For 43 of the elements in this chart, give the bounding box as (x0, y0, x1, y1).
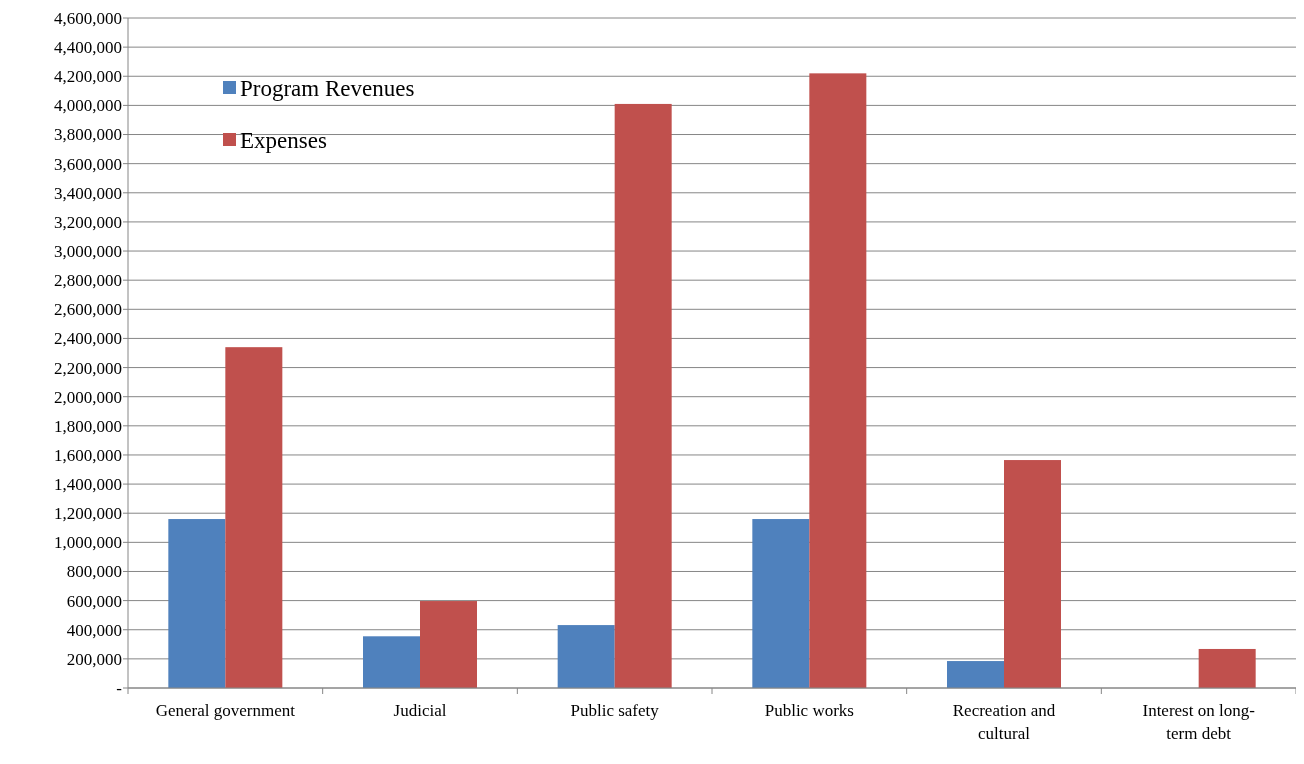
x-tick-label: Judicial (393, 701, 447, 720)
y-tick-label: 200,000 (66, 649, 122, 669)
y-tick-label: 3,400,000 (54, 183, 122, 203)
y-tick-label: - (116, 678, 123, 698)
bar (225, 347, 283, 688)
legend-label: Program Revenues (240, 76, 415, 102)
y-tick-label: 3,600,000 (54, 154, 122, 174)
bar (809, 73, 867, 688)
bar (1198, 648, 1256, 688)
bar (947, 661, 1004, 688)
legend-label: Expenses (240, 128, 327, 154)
x-tick-label: Recreation and cultural (952, 701, 1056, 743)
y-tick-label: 4,200,000 (54, 67, 122, 87)
y-tick-label: 2,000,000 (54, 387, 122, 407)
y-tick-label: 800,000 (66, 562, 122, 582)
y-tick-label: 1,600,000 (54, 445, 122, 465)
x-tick-label: Public safety (570, 701, 660, 720)
y-tick-label: 1,000,000 (54, 533, 122, 553)
x-tick-label: General government (155, 701, 296, 720)
x-tick-label: Public works (764, 701, 854, 720)
y-tick-label: 4,600,000 (54, 8, 122, 28)
y-tick-label: 4,400,000 (54, 38, 122, 58)
bar (168, 519, 226, 688)
y-tick-label: 1,800,000 (54, 416, 122, 436)
x-tick-label: Interest on long-term debt (1142, 701, 1256, 743)
y-tick-label: 3,000,000 (54, 241, 122, 261)
bar (363, 636, 420, 688)
y-tick-label: 2,600,000 (54, 300, 122, 320)
y-tick-label: 4,000,000 (54, 96, 122, 116)
y-tick-label: 2,800,000 (54, 271, 122, 291)
y-tick-label: 3,200,000 (54, 212, 122, 232)
bar (1004, 460, 1061, 688)
y-tick-label: 1,400,000 (54, 475, 122, 495)
y-tick-label: 2,200,000 (54, 358, 122, 378)
bar (420, 601, 477, 688)
bar (614, 103, 672, 688)
y-tick-label: 3,800,000 (54, 125, 122, 145)
y-tick-label: 600,000 (66, 591, 122, 611)
y-tick-label: 2,400,000 (54, 329, 122, 349)
y-tick-label: 1,200,000 (54, 504, 122, 524)
bar (752, 519, 810, 688)
y-tick-label: 400,000 (66, 620, 122, 640)
bar (557, 625, 615, 688)
